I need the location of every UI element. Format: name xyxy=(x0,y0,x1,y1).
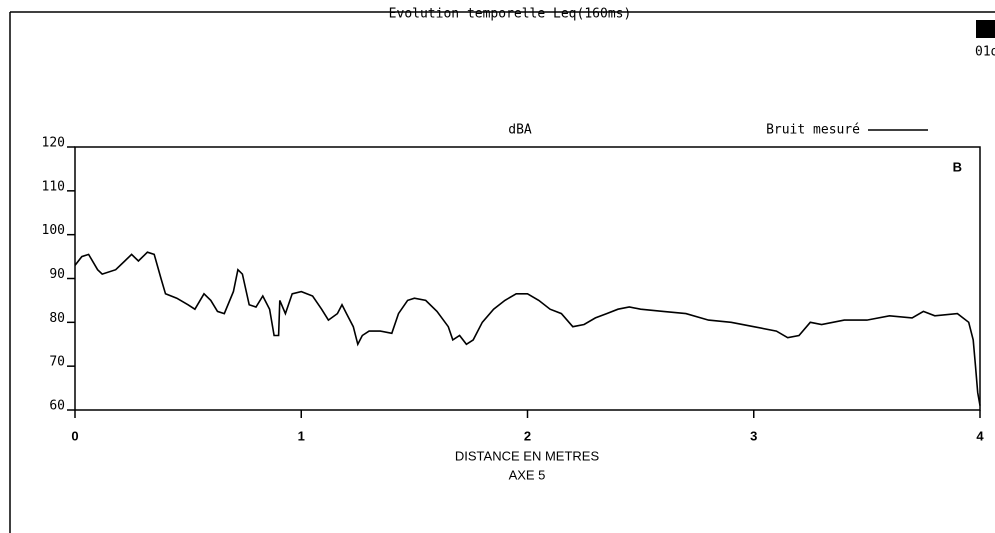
data-line xyxy=(74,251,981,406)
x-axis-sublabel: AXE 5 xyxy=(509,467,546,482)
panel-label: B xyxy=(953,159,962,174)
y-tick-label: 70 xyxy=(49,355,65,370)
x-tick-label: 4 xyxy=(976,428,984,443)
unit-label: dBA xyxy=(508,123,532,138)
y-tick-label: 110 xyxy=(42,179,65,194)
plot-frame xyxy=(74,146,981,411)
y-tick-label: 120 xyxy=(42,136,65,151)
y-tick-label: 100 xyxy=(42,223,65,238)
x-axis-label: DISTANCE EN METRES xyxy=(455,448,600,463)
legend-label: Bruit mesuré xyxy=(766,123,860,138)
x-tick-label: 3 xyxy=(750,428,757,443)
logo-icon xyxy=(976,20,995,38)
y-tick-label: 90 xyxy=(49,267,65,282)
logo: 01dB xyxy=(975,45,995,60)
x-tick-label: 2 xyxy=(524,428,531,443)
chart-title: Evolution temporelle Leq(160ms) xyxy=(389,7,632,22)
y-tick-label: 60 xyxy=(49,399,65,414)
x-tick-label: 1 xyxy=(298,428,305,443)
x-tick-label: 0 xyxy=(71,428,78,443)
y-tick-label: 80 xyxy=(49,311,65,326)
